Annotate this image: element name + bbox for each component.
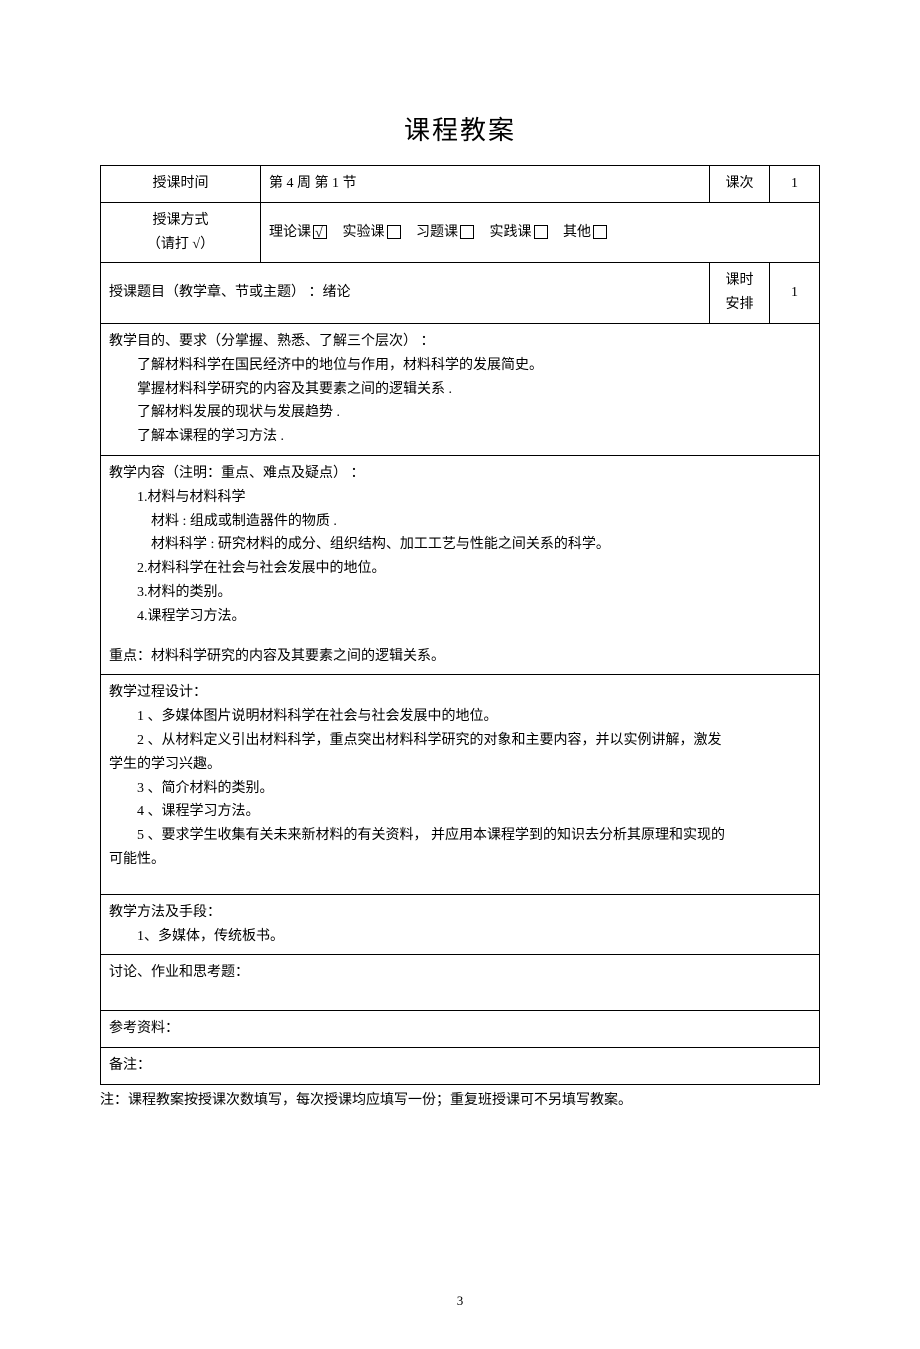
table-row: 讨论、作业和思考题： [101, 955, 820, 1011]
cell-process: 教学过程设计： 1 、多媒体图片说明材料科学在社会与社会发展中的地位。 2 、从… [101, 675, 820, 894]
table-row: 教学目的、要求（分掌握、熟悉、了解三个层次） ： 了解材料科学在国民经济中的地位… [101, 323, 820, 455]
checkbox-theory [313, 225, 327, 239]
label-teach-mode-line2: （请打 √） [147, 237, 214, 252]
page-title: 课程教案 [100, 110, 820, 147]
content-line: 1.材料与材料科学 [109, 486, 811, 510]
process-line: 5 、要求学生收集有关未来新材料的有关资料， 并应用本课程学到的知识去分析其原理… [109, 824, 811, 848]
methods-line: 1、多媒体，传统板书。 [109, 925, 811, 949]
process-line: 可能性。 [109, 848, 811, 872]
label-keshi: 课时 安排 [710, 263, 770, 324]
label-teach-mode: 授课方式 （请打 √） [101, 202, 261, 263]
heading-methods: 教学方法及手段： [109, 901, 811, 925]
cell-methods: 教学方法及手段： 1、多媒体，传统板书。 [101, 894, 820, 955]
page: 课程教案 授课时间 第 4 周 第 1 节 课次 1 授课方式 （请打 √） 理… [0, 0, 920, 1349]
label-teach-mode-line1: 授课方式 [153, 213, 209, 228]
footnote: 注：课程教案按授课次数填写，每次授课均应填写一份；重复班授课可不另填写教案。 [100, 1089, 820, 1113]
process-line: 1 、多媒体图片说明材料科学在社会与社会发展中的地位。 [109, 705, 811, 729]
content-line: 4.课程学习方法。 [109, 605, 811, 629]
process-line: 学生的学习兴趣。 [109, 753, 811, 777]
checkbox-exercise [460, 225, 474, 239]
heading-process: 教学过程设计： [109, 681, 811, 705]
option-other: 其他 [563, 225, 591, 240]
table-row: 授课题目（教学章、节或主题） ：绪论 课时 安排 1 [101, 263, 820, 324]
content-line: 材料科学 : 研究材料的成分、组织结构、加工工艺与性能之间关系的科学。 [109, 533, 811, 557]
option-experiment: 实验课 [343, 225, 385, 240]
checkbox-experiment [387, 225, 401, 239]
table-row: 教学内容（注明：重点、难点及疑点） ： 1.材料与材料科学 材料 : 组成或制造… [101, 455, 820, 674]
objective-line: 了解材料科学在国民经济中的地位与作用，材料科学的发展简史。 [109, 354, 811, 378]
heading-remarks: 备注： [109, 1054, 811, 1078]
content-line: 2.材料科学在社会与社会发展中的地位。 [109, 557, 811, 581]
option-exercise: 习题课 [416, 225, 458, 240]
objective-line: 了解本课程的学习方法 . [109, 425, 811, 449]
cell-objectives: 教学目的、要求（分掌握、熟悉、了解三个层次） ： 了解材料科学在国民经济中的地位… [101, 323, 820, 455]
table-row: 教学方法及手段： 1、多媒体，传统板书。 [101, 894, 820, 955]
objective-line: 了解材料发展的现状与发展趋势 . [109, 401, 811, 425]
content-line: 材料 : 组成或制造器件的物质 . [109, 510, 811, 534]
table-row: 参考资料： [101, 1011, 820, 1048]
value-keshi: 1 [770, 263, 820, 324]
cell-content: 教学内容（注明：重点、难点及疑点） ： 1.材料与材料科学 材料 : 组成或制造… [101, 455, 820, 674]
content-line: 3.材料的类别。 [109, 581, 811, 605]
table-row: 授课时间 第 4 周 第 1 节 课次 1 [101, 166, 820, 203]
process-line: 2 、从材料定义引出材料科学，重点突出材料科学研究的对象和主要内容，并以实例讲解… [109, 729, 811, 753]
checkbox-other [593, 225, 607, 239]
heading-objectives: 教学目的、要求（分掌握、熟悉、了解三个层次） ： [109, 330, 811, 354]
table-row: 授课方式 （请打 √） 理论课 实验课 习题课 实践课 其他 [101, 202, 820, 263]
value-keci: 1 [770, 166, 820, 203]
checkbox-practice [534, 225, 548, 239]
process-line: 4 、课程学习方法。 [109, 800, 811, 824]
option-practice: 实践课 [490, 225, 532, 240]
heading-content: 教学内容（注明：重点、难点及疑点） ： [109, 462, 811, 486]
table-row: 教学过程设计： 1 、多媒体图片说明材料科学在社会与社会发展中的地位。 2 、从… [101, 675, 820, 894]
lesson-plan-table: 授课时间 第 4 周 第 1 节 课次 1 授课方式 （请打 √） 理论课 实验… [100, 165, 820, 1085]
heading-discussion: 讨论、作业和思考题： [109, 961, 811, 985]
label-topic: 授课题目（教学章、节或主题） ：绪论 [101, 263, 710, 324]
value-teach-time: 第 4 周 第 1 节 [261, 166, 710, 203]
spacer [109, 629, 811, 645]
label-keci: 课次 [710, 166, 770, 203]
objective-line: 掌握材料科学研究的内容及其要素之间的逻辑关系 . [109, 378, 811, 402]
option-theory: 理论课 [269, 225, 311, 240]
cell-remarks: 备注： [101, 1048, 820, 1085]
heading-reference: 参考资料： [109, 1017, 811, 1041]
value-teach-mode: 理论课 实验课 习题课 实践课 其他 [261, 202, 820, 263]
cell-discussion: 讨论、作业和思考题： [101, 955, 820, 1011]
spacer [109, 872, 811, 888]
process-line: 3 、简介材料的类别。 [109, 777, 811, 801]
cell-reference: 参考资料： [101, 1011, 820, 1048]
content-emphasis: 重点：材料科学研究的内容及其要素之间的逻辑关系。 [109, 645, 811, 669]
page-number: 3 [100, 1293, 820, 1309]
table-row: 备注： [101, 1048, 820, 1085]
label-teach-time: 授课时间 [101, 166, 261, 203]
